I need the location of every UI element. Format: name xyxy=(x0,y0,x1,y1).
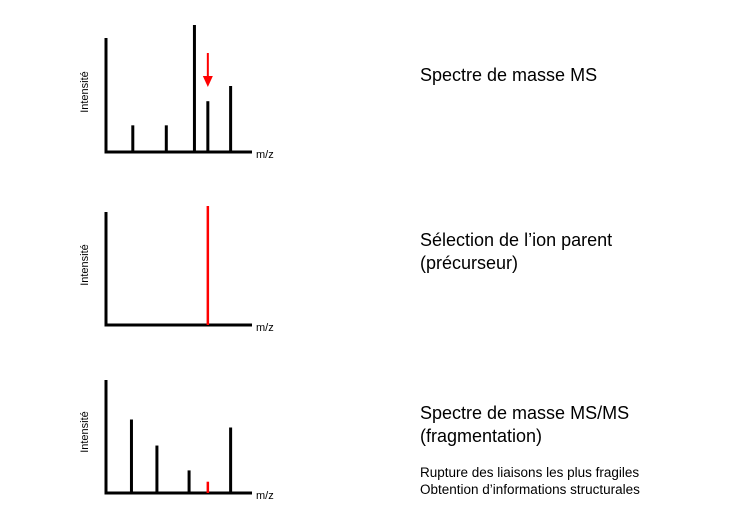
msms-notes: Rupture des liaisons les plus fragiles O… xyxy=(420,464,640,498)
caption-ms: Spectre de masse MS xyxy=(420,64,597,87)
note-rupture: Rupture des liaisons les plus fragiles xyxy=(420,465,640,480)
selection-ylabel: Intensité xyxy=(79,244,91,286)
ms-arrow-head xyxy=(202,76,213,87)
caption-selection-line-1: Sélection de l’ion parent xyxy=(420,230,613,250)
caption-selection-line-2: (précurseur) xyxy=(420,253,519,273)
caption-selection: Sélection de l’ion parent (précurseur) xyxy=(420,229,612,275)
ms-xlabel: m/z xyxy=(256,149,274,161)
caption-ms-line-1: Spectre de masse MS xyxy=(420,65,598,85)
ms-ylabel: Intensité xyxy=(79,71,91,113)
selection-xlabel: m/z xyxy=(256,322,274,334)
caption-msms-line-2: (fragmentation) xyxy=(420,426,543,446)
caption-msms-line-1: Spectre de masse MS/MS xyxy=(420,403,630,423)
note-structure: Obtention d’informations structurales xyxy=(420,482,640,497)
msms-xlabel: m/z xyxy=(256,490,274,502)
caption-msms: Spectre de masse MS/MS (fragmentation) xyxy=(420,402,629,448)
msms-ylabel: Intensité xyxy=(79,411,91,453)
